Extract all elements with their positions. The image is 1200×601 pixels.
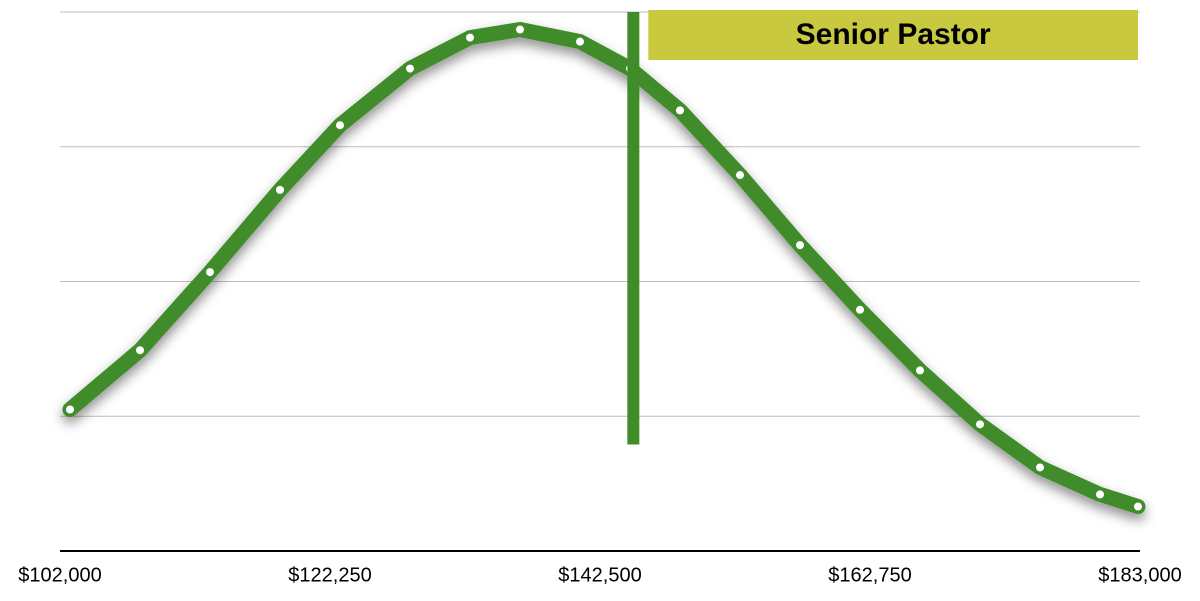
point [66,405,74,414]
curve [62,22,1146,515]
point [736,171,744,180]
point [206,268,214,277]
point [136,346,144,355]
point [466,33,474,42]
marker-label: Senior Pastor [796,18,991,51]
point [406,64,414,73]
x-tick-label: $162,750 [828,564,911,586]
point [516,25,524,34]
point [1134,502,1142,511]
point [976,420,984,429]
label-box [648,10,1138,60]
x-tick-label: $142,500 [558,564,641,586]
point [856,305,864,314]
point [276,185,284,194]
x-tick-label: $183,000 [1098,564,1181,586]
point [676,106,684,115]
point [576,37,584,46]
point [916,366,924,375]
point [1096,490,1104,499]
point [1036,463,1044,472]
x-tick-label: $102,000 [18,564,101,586]
point [336,121,344,130]
point [796,241,804,250]
x-tick-label: $122,250 [288,564,371,586]
